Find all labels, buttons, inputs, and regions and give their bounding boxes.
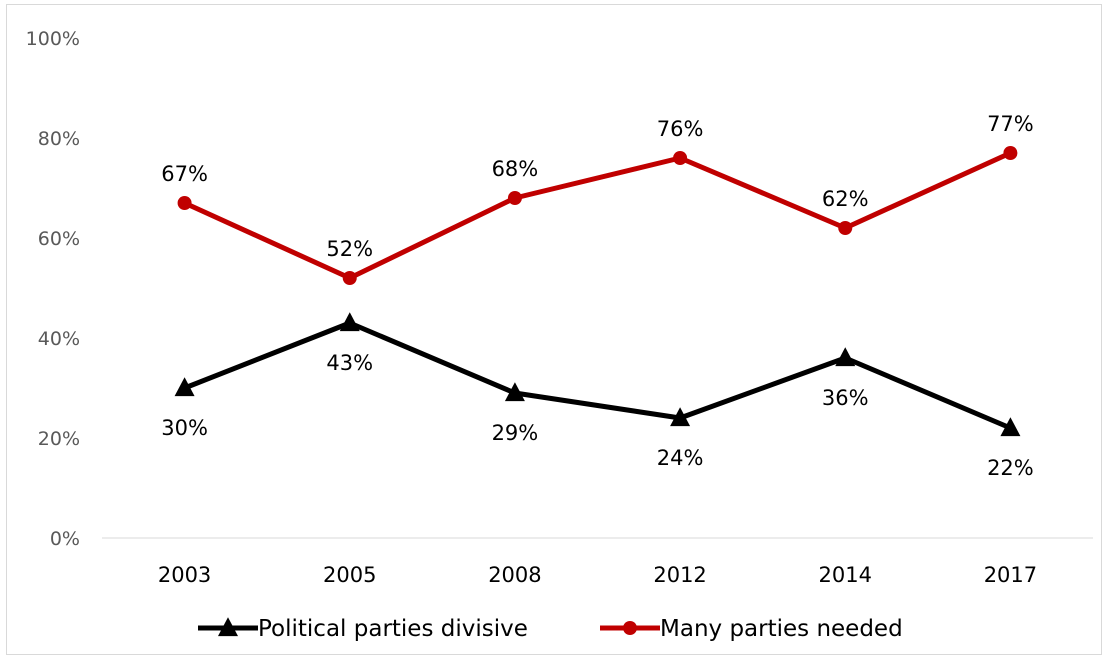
x-axis-ticks: 2003 2005 2008 2012 2014 2017 [158,563,1037,587]
y-tick-label: 60% [38,228,80,250]
data-label: 68% [492,157,539,181]
data-point [507,191,522,205]
x-tick-label: 2005 [323,563,376,587]
y-tick-label: 20% [38,428,80,450]
data-point [1000,417,1021,437]
data-point [838,221,853,235]
data-point [342,271,357,285]
chart-frame [6,4,1102,655]
data-label: 76% [657,117,704,141]
y-tick-label: 0% [50,528,80,550]
x-tick-label: 2017 [984,563,1037,587]
y-tick-label: 80% [38,128,80,150]
data-label: 36% [822,386,869,410]
data-point [174,377,195,397]
data-label: 62% [822,187,869,211]
legend: Political parties divisive Many parties n… [198,616,903,642]
data-labels: 30% 43% 29% 24% 36% 22% 67% 52% 68% 76% 62% 77% [161,112,1034,480]
y-tick-label: 100% [26,28,80,50]
data-label: 24% [657,446,704,470]
data-label: 43% [326,351,373,375]
data-label: 22% [987,456,1034,480]
legend-marker [623,621,637,635]
series-line [183,150,1012,281]
data-point [673,151,688,165]
x-tick-label: 2003 [158,563,211,587]
data-point [835,347,856,367]
x-tick-label: 2014 [819,563,872,587]
series-markers [174,146,1021,437]
data-point [339,312,360,332]
data-point [670,407,691,427]
series-lines [183,150,1012,431]
data-label: 77% [987,112,1034,136]
legend-marker [218,617,238,637]
data-point [177,196,192,210]
data-label: 52% [326,237,373,261]
legend-label: Many parties needed [660,616,903,642]
x-tick-label: 2012 [653,563,706,587]
x-tick-label: 2008 [488,563,541,587]
data-label: 29% [492,421,539,445]
data-label: 67% [161,162,208,186]
y-tick-label: 40% [38,328,80,350]
data-point [504,382,525,402]
legend-label: Political parties divisive [258,616,528,642]
y-axis-ticks: 0% 20% 40% 60% 80% 100% [26,28,80,550]
data-point [1003,146,1018,160]
data-label: 30% [161,416,208,440]
series-line [183,320,1012,431]
